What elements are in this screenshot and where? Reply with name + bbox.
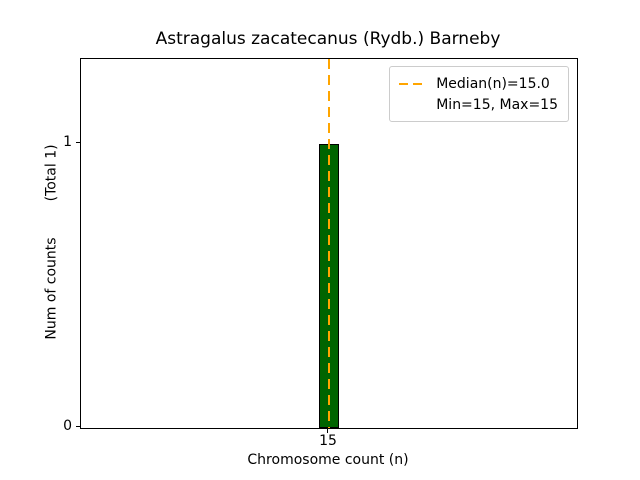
legend-label-minmax: Min=15, Max=15	[436, 96, 558, 113]
y-tick-mark	[76, 142, 80, 144]
y-axis-label-total: (Total 1)	[43, 144, 60, 202]
y-axis-label: Num of counts (Total 1)	[43, 58, 61, 427]
legend-item-median: Median(n)=15.0	[399, 73, 558, 94]
x-axis-label: Chromosome count (n)	[247, 452, 409, 468]
x-tick-label: 15	[319, 433, 337, 449]
legend: Median(n)=15.0 Min=15, Max=15	[389, 66, 569, 122]
y-tick-mark	[76, 426, 80, 427]
legend-label-median: Median(n)=15.0	[436, 75, 550, 92]
y-tick-label: 1	[63, 134, 72, 151]
legend-item-minmax: Min=15, Max=15	[399, 94, 558, 115]
median-dashed-line-sample	[399, 82, 428, 85]
y-axis-label-text: Num of counts	[43, 237, 60, 340]
x-tick-mark	[327, 429, 328, 433]
chart-title: Astragalus zacatecanus (Rydb.) Barneby	[155, 29, 501, 49]
y-tick-label: 0	[63, 418, 72, 434]
median-line	[328, 59, 330, 428]
plot-area: Median(n)=15.0 Min=15, Max=15	[80, 58, 578, 429]
